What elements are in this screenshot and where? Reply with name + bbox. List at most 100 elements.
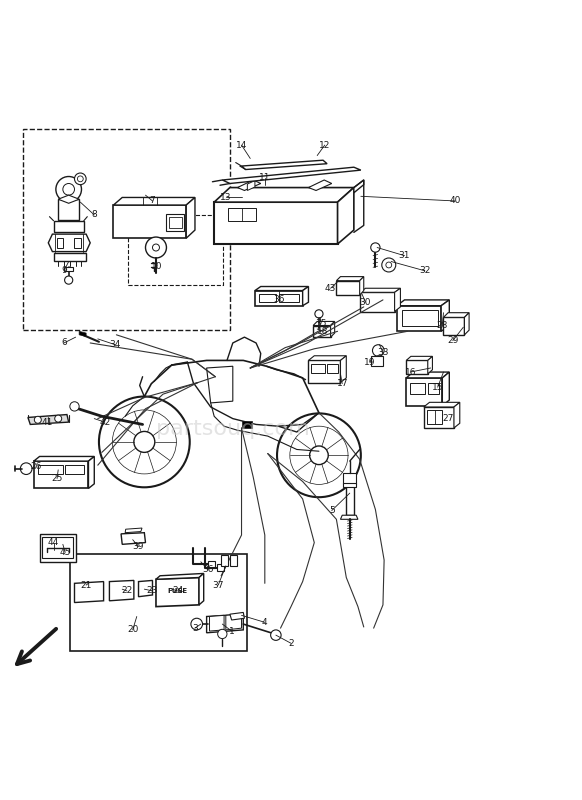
Polygon shape <box>113 198 195 205</box>
Polygon shape <box>406 378 442 406</box>
Text: 15: 15 <box>432 382 443 392</box>
Text: FUSE: FUSE <box>168 588 187 594</box>
Polygon shape <box>226 614 242 630</box>
Polygon shape <box>57 238 63 247</box>
Text: 17: 17 <box>336 379 348 388</box>
Circle shape <box>191 618 203 630</box>
Text: 19: 19 <box>364 358 375 366</box>
Bar <box>346 485 354 515</box>
Text: 39: 39 <box>133 542 144 551</box>
Bar <box>343 482 356 487</box>
Circle shape <box>371 243 380 252</box>
Polygon shape <box>242 160 327 170</box>
Polygon shape <box>139 581 152 597</box>
Text: 21: 21 <box>80 581 92 590</box>
Polygon shape <box>255 286 308 290</box>
Text: 24: 24 <box>172 586 183 595</box>
Text: 13: 13 <box>220 193 232 202</box>
Polygon shape <box>38 465 63 474</box>
Polygon shape <box>464 313 469 335</box>
Polygon shape <box>125 528 142 533</box>
Polygon shape <box>65 465 84 474</box>
Polygon shape <box>336 281 360 295</box>
Text: 1: 1 <box>229 626 235 635</box>
Text: 45: 45 <box>59 548 71 557</box>
Text: 3: 3 <box>192 624 198 633</box>
Text: 8: 8 <box>91 210 97 219</box>
Polygon shape <box>397 300 449 306</box>
Text: 37: 37 <box>212 581 224 590</box>
Polygon shape <box>371 356 383 366</box>
Polygon shape <box>454 402 460 428</box>
Polygon shape <box>308 356 346 361</box>
Polygon shape <box>308 180 332 190</box>
Circle shape <box>34 416 41 423</box>
Polygon shape <box>109 581 134 601</box>
Text: 23: 23 <box>147 586 158 595</box>
Circle shape <box>77 176 83 182</box>
Circle shape <box>55 415 62 422</box>
Polygon shape <box>199 574 204 605</box>
Bar <box>42 538 73 558</box>
Polygon shape <box>121 533 146 544</box>
Polygon shape <box>402 310 438 326</box>
Polygon shape <box>308 361 340 382</box>
Polygon shape <box>79 331 86 337</box>
Circle shape <box>290 426 348 484</box>
Text: 4: 4 <box>262 618 268 627</box>
Text: 42: 42 <box>99 418 111 426</box>
Text: 2: 2 <box>288 638 294 648</box>
Polygon shape <box>340 515 358 519</box>
Polygon shape <box>340 356 346 382</box>
Polygon shape <box>313 326 331 337</box>
Polygon shape <box>397 306 441 331</box>
Polygon shape <box>395 288 400 311</box>
Circle shape <box>134 431 155 452</box>
Circle shape <box>310 446 328 465</box>
Bar <box>128 215 223 285</box>
Polygon shape <box>210 615 224 631</box>
Polygon shape <box>214 187 354 202</box>
Text: 43: 43 <box>325 284 336 293</box>
Text: 27: 27 <box>442 414 454 423</box>
Circle shape <box>218 630 227 638</box>
Polygon shape <box>360 288 400 292</box>
Polygon shape <box>58 199 79 219</box>
Bar <box>221 555 228 566</box>
Circle shape <box>146 237 166 258</box>
Text: 10: 10 <box>151 262 163 270</box>
Circle shape <box>70 402 79 411</box>
Polygon shape <box>169 217 182 228</box>
Polygon shape <box>74 582 104 602</box>
Polygon shape <box>222 167 361 183</box>
Polygon shape <box>54 221 84 232</box>
Circle shape <box>382 258 396 272</box>
Text: 30: 30 <box>360 298 371 306</box>
Polygon shape <box>406 372 449 378</box>
Text: 34: 34 <box>109 340 121 350</box>
Bar <box>242 421 252 428</box>
Text: 6: 6 <box>61 338 67 347</box>
Text: 36: 36 <box>203 566 214 574</box>
Bar <box>70 554 247 651</box>
Polygon shape <box>207 614 243 633</box>
Circle shape <box>65 276 73 284</box>
Polygon shape <box>237 180 261 190</box>
Bar <box>23 130 230 330</box>
Polygon shape <box>113 205 186 238</box>
Polygon shape <box>214 202 338 244</box>
Text: 22: 22 <box>121 586 133 595</box>
Text: 16: 16 <box>404 367 416 377</box>
Polygon shape <box>441 300 449 331</box>
Bar <box>217 564 224 571</box>
Text: 40: 40 <box>449 197 461 206</box>
Polygon shape <box>88 457 94 489</box>
Text: 31: 31 <box>399 251 410 260</box>
Polygon shape <box>338 187 354 244</box>
Polygon shape <box>54 254 86 262</box>
Polygon shape <box>34 457 94 461</box>
Text: 11: 11 <box>259 173 271 182</box>
Text: partsouq.com: partsouq.com <box>156 419 310 439</box>
Text: 26: 26 <box>30 462 42 471</box>
Text: 20: 20 <box>127 626 139 634</box>
